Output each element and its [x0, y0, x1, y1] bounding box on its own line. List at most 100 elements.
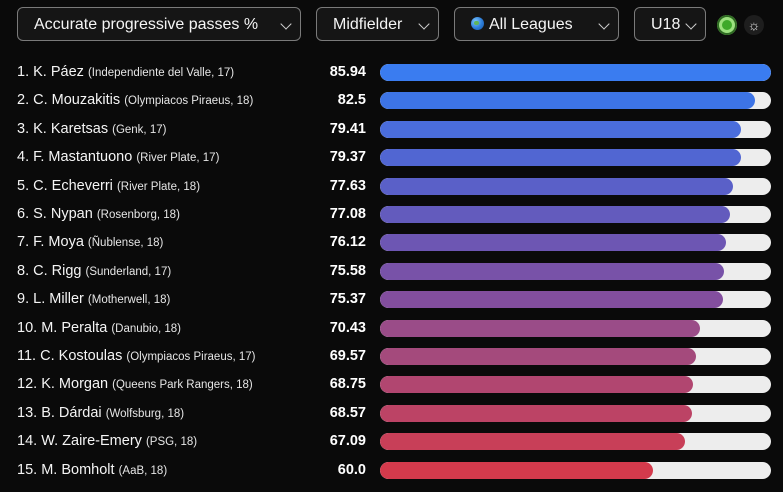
ranking-row: 6. S. Nypan (Rosenborg, 18) 77.08: [0, 202, 783, 230]
player-label: 10. M. Peralta (Danubio, 18): [17, 320, 181, 336]
ranking-row: 9. L. Miller (Motherwell, 18) 75.37: [0, 287, 783, 315]
player-rank: 6.: [17, 206, 30, 222]
player-rank: 4.: [17, 149, 30, 166]
bar-track: [380, 177, 771, 195]
player-label: 12. K. Morgan (Queens Park Rangers, 18): [17, 376, 253, 392]
bar-fill: [380, 92, 756, 110]
player-rank: 1.: [17, 64, 30, 80]
bar-track: [380, 291, 771, 309]
player-club-age: (River Plate, 18): [116, 180, 201, 193]
chevron-down-icon: [418, 18, 430, 30]
bar-fill: [380, 177, 733, 195]
player-name: C. Echeverri: [33, 177, 113, 194]
player-name: B. Dárdai: [41, 404, 102, 421]
player-label: 5. C. Echeverri (River Plate, 18): [17, 178, 200, 194]
value-label: 68.75: [329, 376, 366, 393]
chevron-down-icon: [280, 18, 292, 30]
value-label: 70.43: [329, 319, 366, 336]
ranking-row: 5. C. Echeverri (River Plate, 18) 77.63: [0, 174, 783, 202]
age-group-select-value: U18: [651, 16, 681, 33]
league-select[interactable]: All Leagues: [454, 7, 619, 41]
position-select[interactable]: Midfielder: [316, 7, 439, 41]
bar-fill: [380, 348, 697, 365]
value-label: 77.63: [329, 177, 366, 194]
player-name: L. Miller: [33, 291, 84, 308]
player-label: 11. C. Kostoulas (Olympiacos Piraeus, 17…: [17, 348, 255, 364]
age-group-select[interactable]: U18: [634, 7, 706, 41]
player-rank: 10.: [17, 319, 38, 336]
value-label: 79.37: [329, 149, 366, 166]
status-toggle[interactable]: [717, 15, 737, 35]
player-label: 6. S. Nypan (Rosenborg, 18): [17, 206, 180, 222]
value-label: 60.0: [337, 461, 366, 478]
value-label: 68.57: [329, 404, 366, 421]
player-rank: 15.: [17, 461, 38, 478]
player-rank: 11.: [17, 348, 37, 364]
player-name: S. Nypan: [33, 206, 93, 222]
ranking-row: 10. M. Peralta (Danubio, 18) 70.43: [0, 316, 783, 344]
bar-fill: [380, 291, 723, 309]
bar-fill: [380, 461, 653, 479]
ranking-row: 2. C. Mouzakitis (Olympiacos Piraeus, 18…: [0, 88, 783, 116]
player-rank: 13.: [17, 404, 38, 421]
value-label: 69.57: [329, 348, 366, 364]
bar-track: [380, 64, 771, 81]
bar-track: [380, 262, 771, 280]
ranking-row: 11. C. Kostoulas (Olympiacos Piraeus, 17…: [0, 344, 783, 372]
player-name: M. Bomholt: [41, 461, 115, 478]
bar-fill: [380, 262, 724, 280]
bar-fill: [380, 433, 686, 451]
bar-fill: [380, 149, 741, 167]
ranking-row: 15. M. Bomholt (AaB, 18) 60.0: [0, 458, 783, 486]
player-club-age: (Motherwell, 18): [87, 294, 171, 307]
value-label: 85.94: [329, 64, 366, 80]
player-rank: 2.: [17, 92, 30, 109]
value-label: 76.12: [329, 234, 366, 251]
value-label: 77.08: [329, 206, 366, 222]
bar-fill: [380, 319, 701, 337]
filter-toolbar: Accurate progressive passes % Midfielder…: [17, 7, 777, 45]
player-name: K. Morgan: [41, 376, 109, 393]
player-name: F. Mastantuono: [33, 149, 133, 166]
player-label: 4. F. Mastantuono (River Plate, 17): [17, 149, 219, 165]
player-rank: 7.: [17, 234, 30, 251]
bar-track: [380, 461, 771, 479]
player-club-age: (Queens Park Rangers, 18): [112, 379, 253, 392]
player-club-age: (Olympiacos Piraeus, 17): [126, 351, 256, 363]
player-name: C. Mouzakitis: [33, 92, 121, 109]
player-name: F. Moya: [33, 234, 84, 251]
player-club-age: (Rosenborg, 18): [96, 209, 180, 221]
position-select-value: Midfielder: [333, 16, 403, 33]
player-name: W. Zaire-Emery: [41, 433, 142, 450]
bar-track: [380, 348, 771, 365]
player-name: K. Páez: [33, 64, 84, 80]
value-label: 79.41: [329, 120, 366, 137]
metric-select[interactable]: Accurate progressive passes %: [17, 7, 301, 41]
player-rank: 5.: [17, 177, 30, 194]
bar-fill: [380, 234, 727, 252]
player-label: 14. W. Zaire-Emery (PSG, 18): [17, 433, 197, 449]
player-label: 8. C. Rigg (Sunderland, 17): [17, 263, 171, 279]
bar-fill: [380, 120, 742, 138]
player-label: 15. M. Bomholt (AaB, 18): [17, 462, 167, 478]
player-club-age: (Ñublense, 18): [87, 237, 164, 250]
player-name: K. Karetsas: [33, 120, 109, 137]
player-name: C. Kostoulas: [40, 348, 123, 364]
ranking-row: 8. C. Rigg (Sunderland, 17) 75.58: [0, 259, 783, 287]
value-label: 67.09: [329, 433, 366, 450]
bar-fill: [380, 376, 693, 394]
theme-toggle-sun-icon[interactable]: ☼: [744, 15, 764, 35]
bar-track: [380, 376, 771, 394]
player-club-age: (River Plate, 17): [136, 152, 220, 165]
player-club-age: (Genk, 17): [112, 123, 167, 136]
player-rank: 3.: [17, 120, 30, 137]
bar-fill: [380, 64, 771, 81]
player-name: C. Rigg: [33, 262, 82, 279]
player-label: 2. C. Mouzakitis (Olympiacos Piraeus, 18…: [17, 92, 253, 108]
ranking-row: 14. W. Zaire-Emery (PSG, 18) 67.09: [0, 429, 783, 457]
ranking-row: 3. K. Karetsas (Genk, 17) 79.41: [0, 117, 783, 145]
chevron-down-icon: [685, 18, 697, 30]
player-rank: 14.: [17, 433, 38, 450]
ranking-row: 12. K. Morgan (Queens Park Rangers, 18) 6…: [0, 372, 783, 400]
value-label: 75.37: [329, 291, 366, 308]
